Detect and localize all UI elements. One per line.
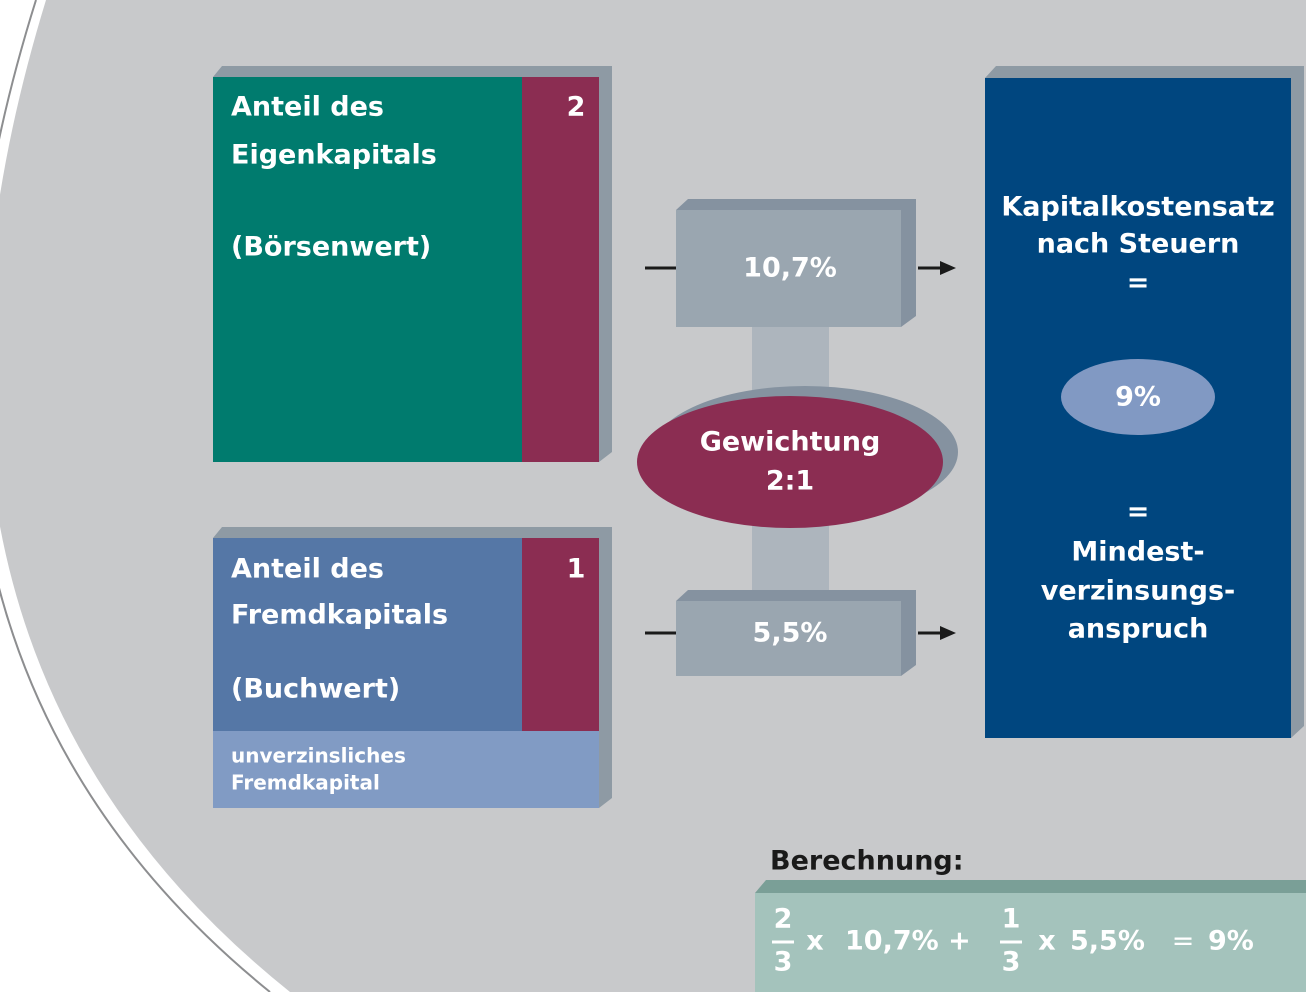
fraction-denominator: 3 bbox=[774, 947, 793, 978]
debt-title: Fremdkapitals bbox=[231, 600, 448, 631]
result-text: verzinsungs- bbox=[1041, 576, 1236, 607]
calculation-rate: 5,5% bbox=[1070, 926, 1145, 957]
calculation-rate: 10,7% + bbox=[845, 926, 971, 957]
calculation-result: 9% bbox=[1208, 926, 1254, 957]
debt-note: unverzinsliches bbox=[231, 744, 406, 768]
equity-weight-box bbox=[522, 77, 599, 462]
debt-note-box bbox=[213, 731, 599, 808]
box-shadow bbox=[755, 880, 1306, 893]
debt-rate-box bbox=[676, 601, 901, 676]
result-value: 9% bbox=[1115, 382, 1161, 413]
fraction-numerator: 2 bbox=[774, 904, 793, 935]
debt-basis: (Buchwert) bbox=[231, 674, 400, 705]
equity-title: Eigenkapitals bbox=[231, 140, 437, 171]
equity-basis: (Börsenwert) bbox=[231, 232, 431, 263]
weighting-ellipse bbox=[637, 396, 943, 528]
equity-rate-box bbox=[676, 210, 901, 327]
equity-weight: 2 bbox=[567, 92, 586, 123]
result-text: anspruch bbox=[1068, 614, 1209, 645]
background-arc bbox=[0, 0, 271, 992]
equity-rate: 10,7% bbox=[743, 253, 837, 284]
calculation-label: Berechnung: bbox=[770, 846, 964, 877]
result-text: = bbox=[1127, 268, 1150, 299]
debt-note: Fremdkapital bbox=[231, 771, 380, 795]
calculation-box bbox=[755, 893, 1306, 992]
fraction-denominator: 3 bbox=[1002, 947, 1021, 978]
debt-rate: 5,5% bbox=[753, 618, 828, 649]
result-text: Kapitalkostensatz bbox=[1001, 192, 1274, 223]
debt-weight: 1 bbox=[567, 554, 586, 585]
equity-title: Anteil des bbox=[231, 92, 384, 123]
result-text: Mindest- bbox=[1071, 537, 1204, 568]
fraction-numerator: 1 bbox=[1002, 904, 1021, 935]
box-shadow bbox=[676, 590, 916, 676]
times: x bbox=[806, 926, 823, 957]
weighting-label: Gewichtung bbox=[700, 427, 881, 458]
debt-weight-box bbox=[522, 538, 599, 731]
times: x bbox=[1038, 926, 1055, 957]
result-text: nach Steuern bbox=[1037, 229, 1240, 260]
result-text: = bbox=[1127, 497, 1150, 528]
weighting-ratio: 2:1 bbox=[766, 466, 814, 497]
arrow-head bbox=[940, 261, 956, 275]
debt-box bbox=[213, 538, 522, 731]
equity-box bbox=[213, 77, 522, 462]
debt-title: Anteil des bbox=[231, 554, 384, 585]
equals: = bbox=[1172, 926, 1195, 957]
result-ellipse bbox=[1061, 359, 1215, 435]
arrow-head bbox=[940, 626, 956, 640]
